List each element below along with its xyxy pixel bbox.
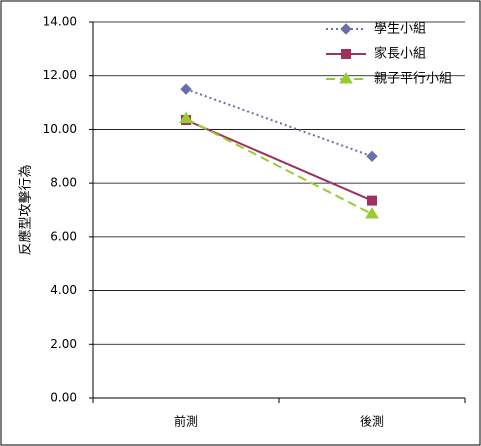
legend-entry: 親子平行小組 (326, 72, 452, 87)
data-point (367, 195, 377, 206)
legend-marker (341, 49, 351, 59)
y-tick-label: 6.00 (50, 229, 77, 243)
x-tick-label: 後測 (360, 415, 384, 429)
legend-marker (340, 23, 352, 35)
y-tick-label: 4.00 (50, 283, 77, 297)
legend-label: 親子平行小組 (374, 72, 452, 87)
y-axis-title: 反應型攻擊行為 (18, 164, 34, 255)
series-group (179, 83, 379, 219)
y-tick-label: 2.00 (50, 337, 77, 351)
legend-entry: 學生小組 (326, 22, 426, 37)
data-point (180, 83, 192, 95)
legend-label: 家長小組 (374, 46, 426, 62)
legend-marker (339, 72, 353, 84)
data-point (365, 207, 379, 219)
y-tick-label: 10.00 (43, 122, 77, 136)
legend-label: 學生小組 (374, 22, 426, 37)
data-point (366, 150, 378, 162)
series-line (185, 117, 373, 215)
series-3 (179, 111, 379, 219)
data-point (179, 111, 193, 124)
y-tick-label: 12.00 (43, 68, 77, 82)
gridlines (93, 21, 465, 345)
series-1 (180, 83, 378, 162)
legend-entry: 家長小組 (326, 46, 426, 62)
y-tick-label: 0.00 (50, 391, 77, 405)
axes: 0.00 2.00 4.00 6.00 8.00 10.00 12.00 14.00 前測 後測 (43, 15, 466, 429)
y-tick-label: 8.00 (50, 176, 77, 190)
y-tick-label: 14.00 (43, 15, 77, 29)
x-tick-label: 前測 (174, 414, 198, 429)
